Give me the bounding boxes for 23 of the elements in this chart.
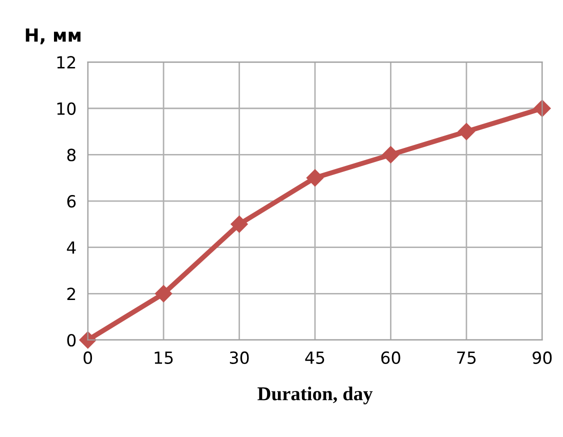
x-axis-title: Duration, day xyxy=(258,386,373,404)
point xyxy=(458,122,475,140)
y-tick-label: 4 xyxy=(66,242,76,254)
x-tick-label: 90 xyxy=(532,351,552,364)
y-tick-label: 6 xyxy=(67,194,76,208)
y-tick-label: 12 xyxy=(57,56,76,68)
point xyxy=(230,216,248,233)
point xyxy=(534,100,551,117)
x-tick-label: 75 xyxy=(457,352,476,364)
point xyxy=(155,285,172,302)
x-tick-label: 60 xyxy=(381,351,400,364)
y-tick-label: 0 xyxy=(67,334,76,347)
x-tick-label: 0 xyxy=(84,351,92,364)
point xyxy=(382,146,400,164)
x-tick-label: 15 xyxy=(154,352,173,364)
y-tick-label: 2 xyxy=(67,288,76,300)
y-axis-title: Н, мм xyxy=(26,28,80,44)
x-tick-label: 45 xyxy=(305,352,324,364)
x-tick-label: 30 xyxy=(230,351,249,364)
point xyxy=(79,331,96,349)
point xyxy=(306,169,324,186)
y-tick-label: 8 xyxy=(67,148,76,162)
y-tick-label: 10 xyxy=(57,102,76,115)
